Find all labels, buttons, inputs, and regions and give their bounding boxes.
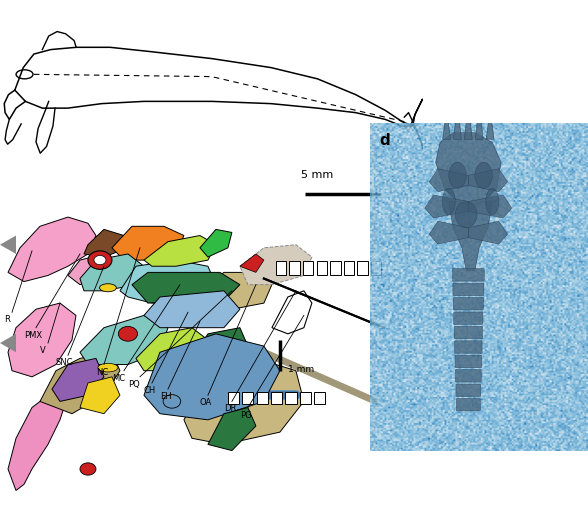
Polygon shape: [40, 352, 120, 414]
Polygon shape: [52, 358, 104, 401]
Text: d: d: [379, 133, 390, 147]
Polygon shape: [80, 254, 144, 291]
Circle shape: [88, 251, 112, 269]
Bar: [303, 261, 313, 275]
Text: PMX: PMX: [24, 331, 42, 340]
Text: EH: EH: [160, 392, 172, 401]
Circle shape: [118, 327, 138, 341]
Bar: [344, 261, 354, 275]
Bar: [286, 392, 297, 404]
Ellipse shape: [475, 162, 492, 188]
Polygon shape: [240, 254, 264, 272]
Polygon shape: [8, 303, 76, 377]
Circle shape: [80, 463, 96, 475]
Polygon shape: [84, 229, 124, 257]
FancyBboxPatch shape: [454, 312, 483, 325]
Polygon shape: [465, 103, 472, 139]
Bar: [300, 392, 311, 404]
Polygon shape: [449, 202, 492, 270]
Polygon shape: [80, 315, 168, 365]
Polygon shape: [443, 110, 450, 139]
Polygon shape: [405, 113, 423, 148]
Text: PQ: PQ: [128, 380, 140, 389]
Polygon shape: [184, 358, 304, 444]
Polygon shape: [120, 260, 216, 303]
Polygon shape: [15, 47, 413, 126]
Polygon shape: [68, 254, 112, 285]
Text: NC: NC: [96, 368, 108, 377]
Polygon shape: [429, 169, 468, 191]
Bar: [330, 261, 340, 275]
Polygon shape: [5, 119, 21, 144]
Polygon shape: [144, 334, 280, 420]
Text: CH: CH: [144, 386, 156, 395]
Polygon shape: [136, 328, 208, 371]
Text: OA: OA: [200, 398, 212, 408]
Polygon shape: [200, 272, 272, 309]
Ellipse shape: [455, 202, 477, 228]
FancyBboxPatch shape: [456, 384, 481, 396]
Polygon shape: [208, 408, 256, 451]
Ellipse shape: [99, 284, 116, 292]
Text: MC: MC: [112, 374, 125, 383]
Bar: [317, 261, 327, 275]
Bar: [276, 261, 286, 275]
FancyBboxPatch shape: [455, 355, 482, 368]
Polygon shape: [8, 389, 68, 490]
Ellipse shape: [98, 364, 118, 372]
Circle shape: [163, 395, 181, 408]
Bar: [257, 392, 268, 404]
Polygon shape: [192, 328, 248, 377]
Text: 1 mm: 1 mm: [288, 365, 314, 374]
Polygon shape: [468, 195, 512, 218]
Circle shape: [94, 255, 106, 265]
Polygon shape: [272, 291, 312, 334]
FancyBboxPatch shape: [452, 269, 485, 281]
Polygon shape: [405, 99, 423, 131]
Polygon shape: [468, 169, 507, 191]
Bar: [242, 392, 253, 404]
Ellipse shape: [442, 188, 455, 215]
Polygon shape: [8, 217, 96, 282]
Polygon shape: [486, 110, 494, 139]
FancyBboxPatch shape: [456, 398, 480, 411]
Polygon shape: [80, 377, 120, 414]
FancyBboxPatch shape: [453, 297, 483, 310]
Polygon shape: [468, 221, 507, 244]
Polygon shape: [144, 236, 216, 266]
Text: SNC: SNC: [56, 358, 74, 368]
Polygon shape: [425, 195, 468, 218]
Text: DR: DR: [224, 404, 236, 414]
FancyBboxPatch shape: [454, 326, 483, 339]
Polygon shape: [36, 101, 55, 153]
Polygon shape: [0, 236, 16, 254]
Bar: [358, 261, 368, 275]
Polygon shape: [453, 103, 462, 139]
Bar: [314, 392, 326, 404]
Polygon shape: [240, 245, 312, 285]
Bar: [228, 392, 239, 404]
Polygon shape: [429, 221, 468, 244]
FancyBboxPatch shape: [456, 370, 481, 382]
Polygon shape: [0, 334, 16, 352]
Polygon shape: [144, 291, 240, 328]
Text: 5 mm: 5 mm: [300, 170, 333, 180]
Polygon shape: [200, 229, 232, 257]
Bar: [271, 392, 282, 404]
Ellipse shape: [486, 188, 499, 215]
Polygon shape: [112, 226, 184, 260]
Ellipse shape: [449, 162, 466, 188]
FancyBboxPatch shape: [455, 341, 482, 353]
Polygon shape: [436, 133, 501, 208]
Text: V: V: [40, 346, 46, 355]
Bar: [289, 261, 300, 275]
Polygon shape: [475, 103, 483, 139]
Polygon shape: [132, 272, 240, 303]
Text: R: R: [4, 315, 10, 325]
FancyBboxPatch shape: [453, 283, 484, 295]
Text: PG: PG: [240, 411, 252, 420]
Bar: [371, 261, 382, 275]
